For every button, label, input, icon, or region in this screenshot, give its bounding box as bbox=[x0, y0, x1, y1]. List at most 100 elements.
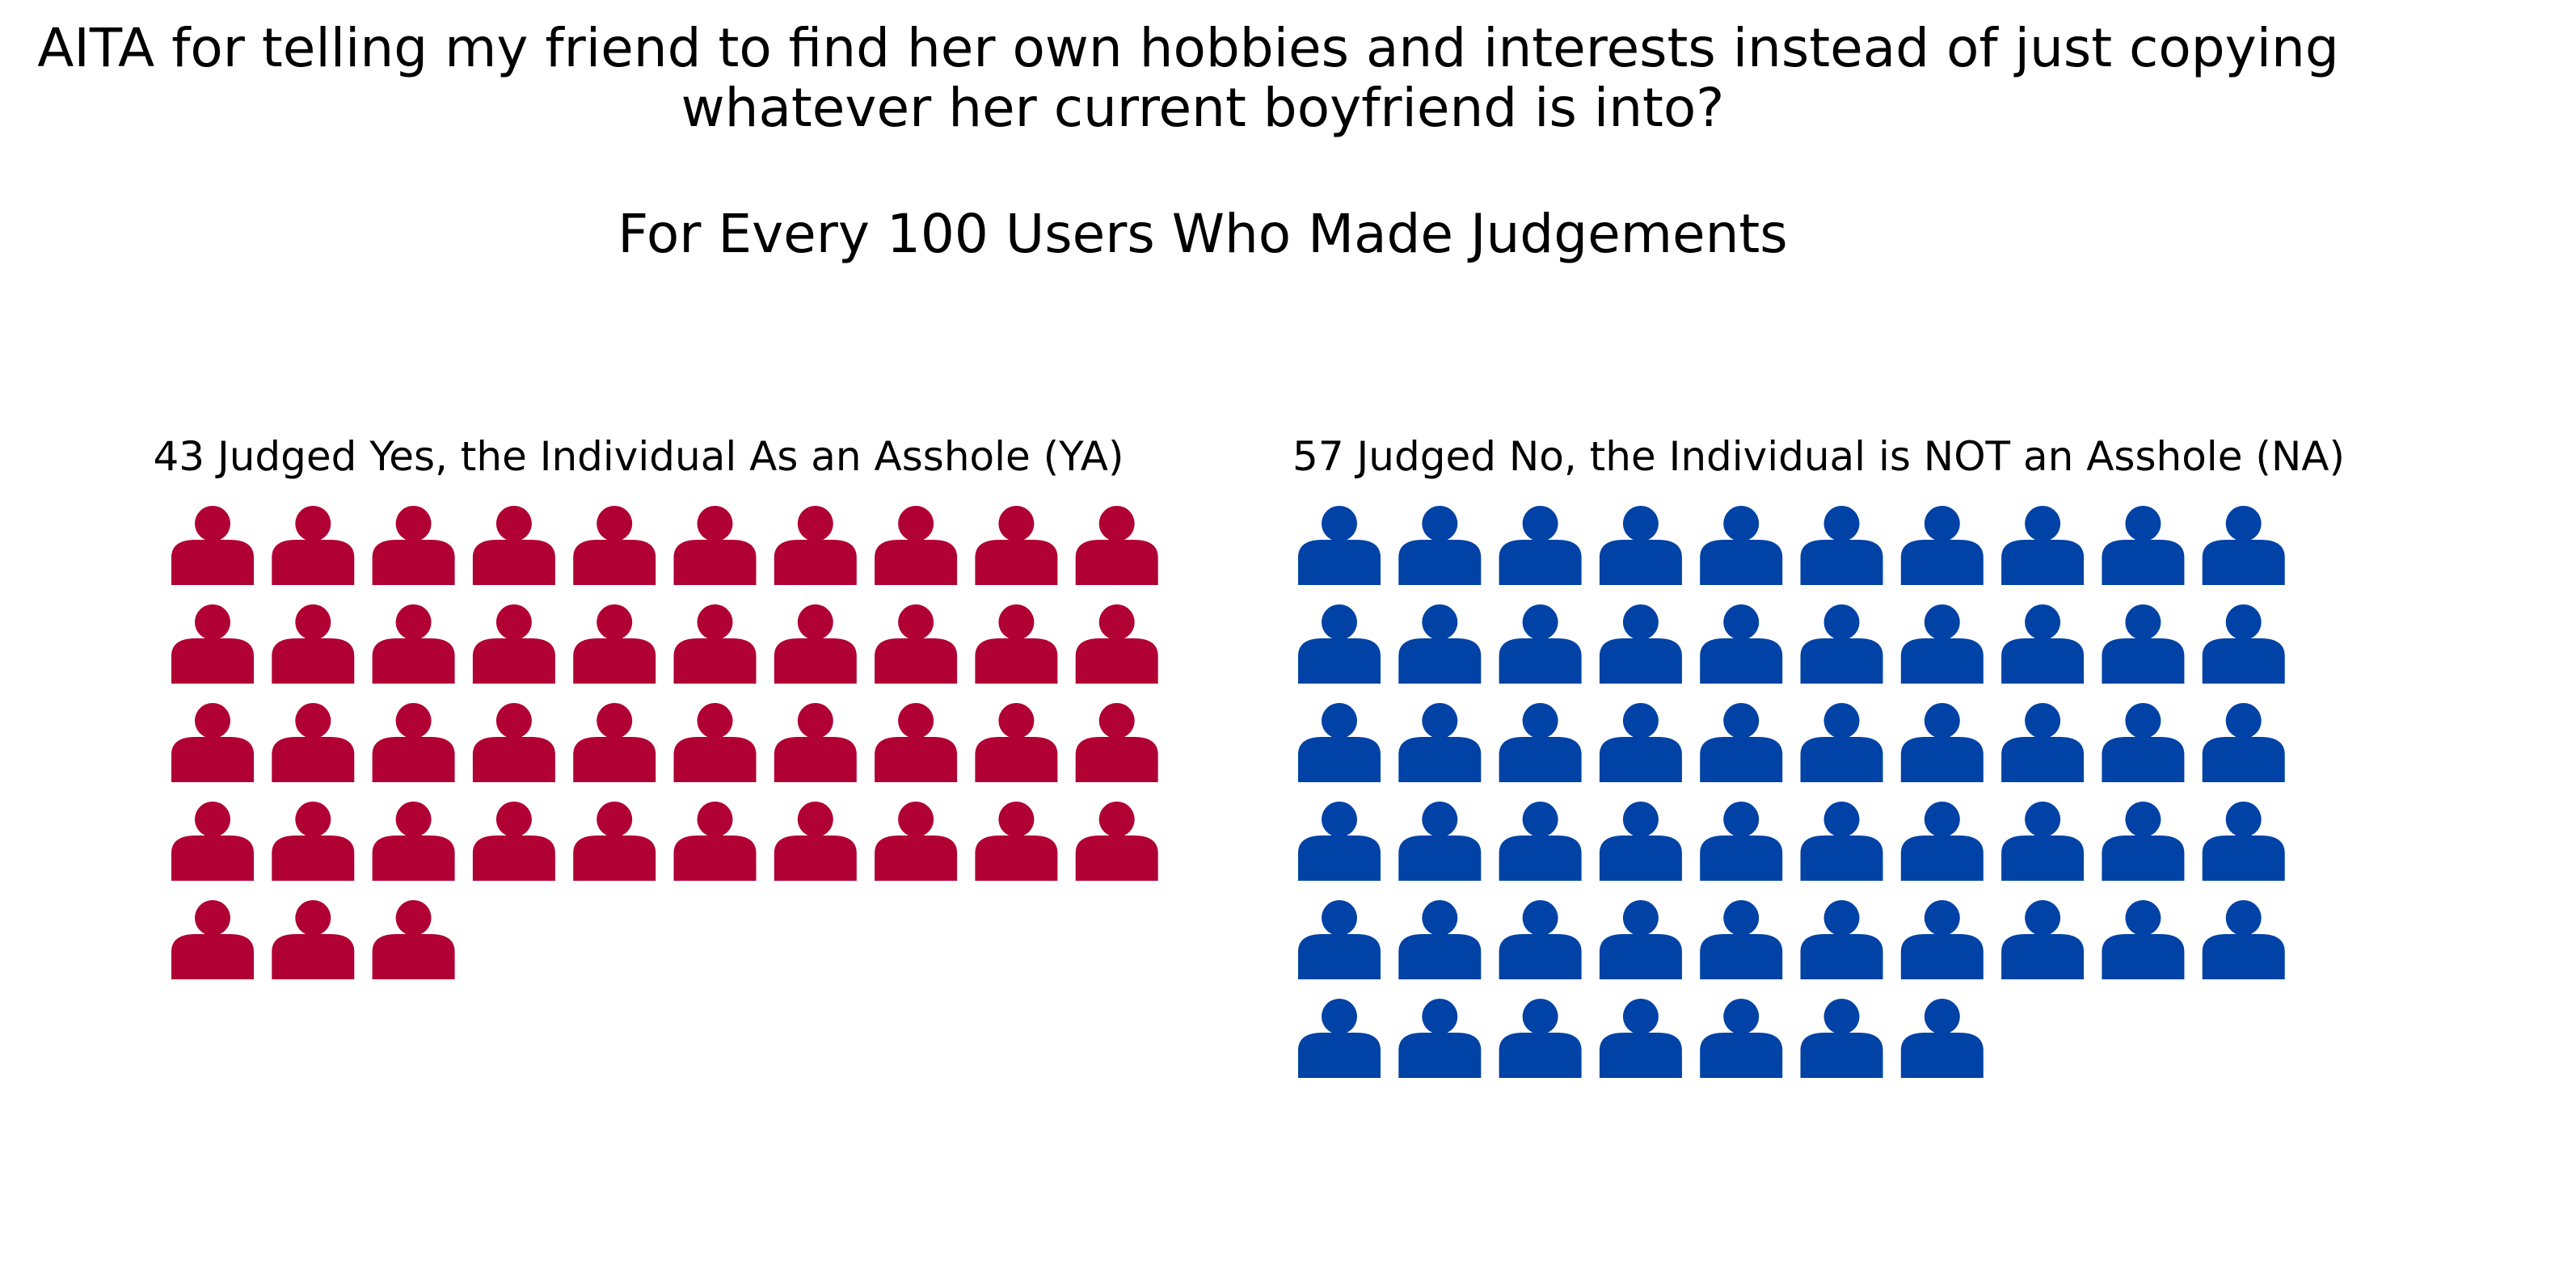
person-icon-na bbox=[2102, 900, 2185, 979]
person-icon-na bbox=[2202, 604, 2285, 684]
person-icon-na bbox=[1599, 999, 1682, 1078]
person-icon-na bbox=[1298, 506, 1381, 585]
person-icon-na bbox=[1800, 703, 1883, 782]
person-icon-na bbox=[2001, 703, 2085, 782]
person-icon-ya bbox=[272, 506, 355, 585]
person-icon-na bbox=[1700, 506, 1783, 585]
person-icon-na bbox=[1900, 604, 1984, 684]
person-icon-na bbox=[1398, 703, 1482, 782]
person-icon-na bbox=[1900, 900, 1984, 979]
person-icon-ya bbox=[171, 703, 254, 782]
person-icon-ya bbox=[875, 506, 958, 585]
person-icon-ya bbox=[774, 703, 857, 782]
person-icon-ya bbox=[171, 900, 254, 979]
person-icon-na bbox=[1900, 703, 1984, 782]
chart-title-line-1: AITA for telling my friend to find her o… bbox=[37, 17, 2339, 79]
person-icon-na bbox=[2202, 900, 2285, 979]
person-icon-na bbox=[1700, 900, 1783, 979]
person-icon-na bbox=[2001, 604, 2085, 684]
person-icon-ya bbox=[472, 604, 555, 684]
person-icon-ya bbox=[774, 506, 857, 585]
person-icon-na bbox=[1298, 703, 1381, 782]
person-icon-na bbox=[2102, 703, 2185, 782]
person-icon-ya bbox=[774, 802, 857, 881]
person-icon-na bbox=[1700, 703, 1783, 782]
person-icon-ya bbox=[472, 703, 555, 782]
person-icon-na bbox=[1700, 802, 1783, 881]
person-icon-ya bbox=[372, 506, 455, 585]
person-icon-na bbox=[1800, 802, 1883, 881]
person-icon-ya bbox=[573, 506, 656, 585]
person-icon-ya bbox=[171, 604, 254, 684]
person-icon-ya bbox=[372, 604, 455, 684]
person-icon-na bbox=[1499, 506, 1582, 585]
person-icon-na bbox=[2001, 900, 2085, 979]
person-icon-na bbox=[1700, 604, 1783, 684]
person-icon-na bbox=[1298, 604, 1381, 684]
person-icon-na bbox=[1398, 604, 1482, 684]
person-icon-ya bbox=[774, 604, 857, 684]
person-icon-ya bbox=[272, 703, 355, 782]
person-icon-ya bbox=[171, 506, 254, 585]
person-icon-na bbox=[1499, 802, 1582, 881]
person-icon-na bbox=[1499, 703, 1582, 782]
person-icon-ya bbox=[975, 604, 1058, 684]
person-icon-na bbox=[1599, 506, 1682, 585]
person-icon-ya bbox=[372, 802, 455, 881]
icon-grid-na bbox=[1298, 506, 2285, 1078]
person-icon-ya bbox=[1075, 703, 1158, 782]
person-icon-ya bbox=[975, 703, 1058, 782]
person-icon-ya bbox=[573, 802, 656, 881]
person-icon-ya bbox=[1075, 604, 1158, 684]
person-icon-na bbox=[1298, 900, 1381, 979]
person-icon-ya bbox=[372, 703, 455, 782]
person-icon-ya bbox=[372, 900, 455, 979]
person-icon-na bbox=[1800, 999, 1883, 1078]
person-icon-ya bbox=[875, 604, 958, 684]
person-icon-ya bbox=[1075, 802, 1158, 881]
person-icon-na bbox=[1298, 999, 1381, 1078]
person-icon-ya bbox=[573, 703, 656, 782]
person-icon-na bbox=[1599, 604, 1682, 684]
person-icon-na bbox=[1900, 506, 1984, 585]
person-icon-na bbox=[1499, 999, 1582, 1078]
person-icon-na bbox=[2001, 506, 2085, 585]
person-icon-na bbox=[2202, 802, 2285, 881]
person-icon-na bbox=[1499, 900, 1582, 979]
person-icon-ya bbox=[272, 900, 355, 979]
person-icon-ya bbox=[1075, 506, 1158, 585]
person-icon-ya bbox=[272, 802, 355, 881]
person-icon-ya bbox=[573, 604, 656, 684]
person-icon-na bbox=[1900, 802, 1984, 881]
person-icon-na bbox=[1398, 999, 1482, 1078]
person-icon-ya bbox=[975, 506, 1058, 585]
person-icon-ya bbox=[272, 604, 355, 684]
person-icon-na bbox=[2001, 802, 2085, 881]
person-icon-na bbox=[1398, 900, 1482, 979]
person-icon-na bbox=[1800, 900, 1883, 979]
person-icon-na bbox=[1599, 802, 1682, 881]
person-icon-na bbox=[1398, 802, 1482, 881]
person-icon-na bbox=[1599, 703, 1682, 782]
person-icon-na bbox=[1599, 900, 1682, 979]
person-icon-ya bbox=[673, 802, 757, 881]
person-icon-ya bbox=[472, 506, 555, 585]
person-icon-na bbox=[2102, 604, 2185, 684]
chart-title-line-2: whatever her current boyfriend is into? bbox=[681, 77, 1725, 139]
person-icon-na bbox=[1398, 506, 1482, 585]
person-icon-ya bbox=[673, 506, 757, 585]
person-icon-ya bbox=[875, 802, 958, 881]
group-label-ya: 43 Judged Yes, the Individual As an Assh… bbox=[153, 433, 1124, 480]
person-icon-na bbox=[1499, 604, 1582, 684]
person-icon-ya bbox=[472, 802, 555, 881]
person-icon-ya bbox=[673, 703, 757, 782]
person-icon-ya bbox=[171, 802, 254, 881]
person-icon-na bbox=[1298, 802, 1381, 881]
person-icon-na bbox=[1900, 999, 1984, 1078]
person-icon-ya bbox=[673, 604, 757, 684]
person-icon-na bbox=[2202, 506, 2285, 585]
person-icon-ya bbox=[975, 802, 1058, 881]
person-icon-na bbox=[1700, 999, 1783, 1078]
icon-grid-ya bbox=[171, 506, 1158, 979]
